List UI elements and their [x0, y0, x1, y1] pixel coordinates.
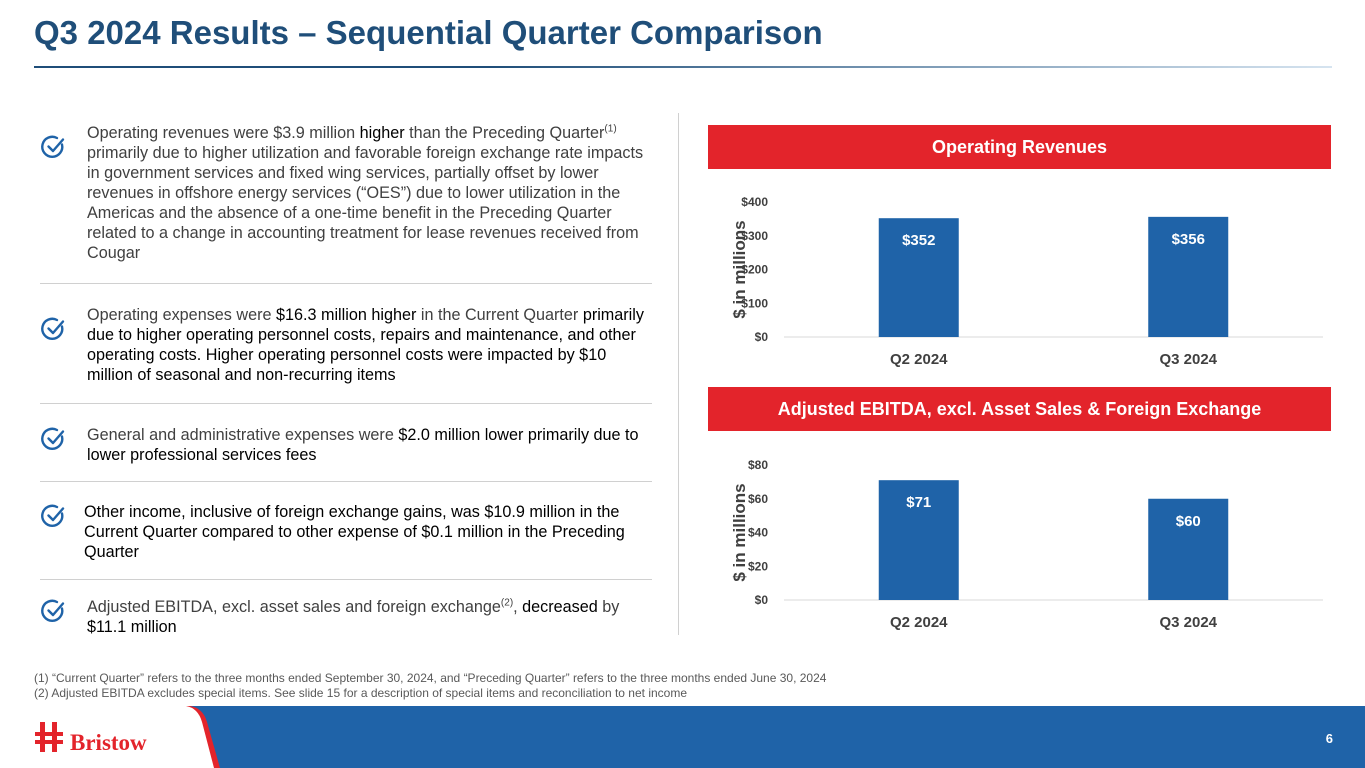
- adjusted-ebitda-banner: Adjusted EBITDA, excl. Asset Sales & For…: [708, 387, 1331, 431]
- y-tick-label: $100: [741, 296, 768, 310]
- divider: [40, 481, 652, 482]
- logo-white-panel: [0, 706, 214, 768]
- check-circle-icon: [41, 427, 65, 451]
- footnote: (2) Adjusted EBITDA excludes special ite…: [34, 686, 687, 700]
- bullet-text: Other income, inclusive of foreign excha…: [84, 503, 625, 561]
- bar-value-label: $60: [1176, 513, 1201, 530]
- check-circle-icon: [41, 504, 65, 528]
- bullet-text: General and administrative expenses were…: [87, 426, 639, 464]
- bar-value-label: $352: [902, 232, 935, 249]
- y-axis-title: $ in millions: [730, 483, 749, 581]
- y-tick-label: $80: [748, 458, 768, 472]
- divider: [40, 403, 652, 404]
- title-divider: [34, 66, 1332, 68]
- y-tick-label: $0: [755, 593, 769, 607]
- bullet-general-administrative: General and administrative expenses were…: [40, 425, 652, 469]
- y-tick-label: $400: [741, 195, 768, 209]
- x-tick-label: Q3 2024: [1159, 614, 1217, 631]
- x-tick-label: Q2 2024: [890, 351, 948, 368]
- bar-value-label: $71: [906, 494, 931, 511]
- logo-area: Bristow: [0, 706, 220, 768]
- column-divider: [678, 113, 679, 635]
- footer-bar: [0, 706, 1365, 768]
- y-tick-label: $60: [748, 492, 768, 506]
- bar: [1148, 216, 1229, 337]
- logo-text: Bristow: [70, 730, 147, 755]
- check-circle-icon: [41, 599, 65, 623]
- divider: [40, 579, 652, 580]
- footnote: (1) “Current Quarter” refers to the thre…: [34, 671, 827, 685]
- adjusted-ebitda-chart: $ in millions $0 $20 $40 $60 $80 $71 Q2 2024 $60…: [708, 448, 1331, 638]
- y-tick-label: $300: [741, 229, 768, 243]
- bullet-text: Adjusted EBITDA, excl. asset sales and f…: [87, 597, 620, 636]
- bullet-text: Operating revenues were $3.9 million hig…: [87, 123, 644, 262]
- bar: [878, 218, 959, 337]
- divider: [40, 283, 652, 284]
- bullet-text: Operating expenses were $16.3 million hi…: [87, 306, 644, 384]
- operating-revenues-chart: $ in millions $0 $100 $200 $300 $400 $352 Q2 20…: [708, 185, 1331, 375]
- bar: [878, 480, 959, 600]
- operating-revenues-banner: Operating Revenues: [708, 125, 1331, 169]
- bar: [1148, 498, 1229, 600]
- y-tick-label: $40: [748, 526, 768, 540]
- bar-value-label: $356: [1172, 231, 1205, 248]
- bullet-other-income: Other income, inclusive of foreign excha…: [40, 502, 652, 566]
- x-tick-label: Q3 2024: [1159, 351, 1217, 368]
- page-title: Q3 2024 Results – Sequential Quarter Com…: [34, 14, 823, 51]
- y-tick-label: $20: [748, 559, 768, 573]
- page-number: 6: [1325, 731, 1333, 746]
- check-circle-icon: [41, 317, 65, 341]
- bullet-operating-expenses: Operating expenses were $16.3 million hi…: [40, 305, 652, 389]
- y-tick-label: $0: [755, 330, 769, 344]
- y-axis-title: $ in millions: [730, 220, 749, 318]
- bristow-logo-icon: [35, 722, 63, 752]
- bullet-adjusted-ebitda: Adjusted EBITDA, excl. asset sales and f…: [40, 597, 652, 641]
- footnotes: (1) “Current Quarter” refers to the thre…: [34, 671, 826, 701]
- check-circle-icon: [41, 135, 65, 159]
- y-tick-label: $200: [741, 263, 768, 277]
- x-tick-label: Q2 2024: [890, 614, 948, 631]
- bullet-operating-revenues: Operating revenues were $3.9 million hig…: [40, 123, 652, 273]
